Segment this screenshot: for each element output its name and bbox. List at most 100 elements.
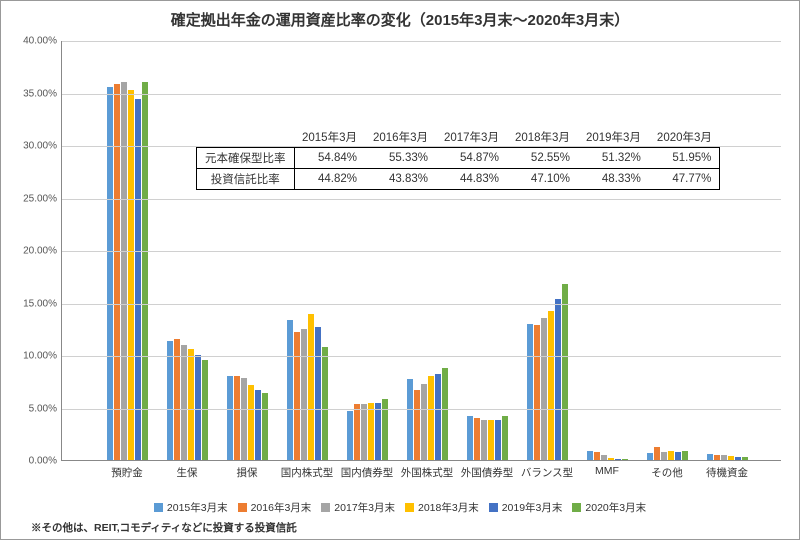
table-header: 2018年3月 xyxy=(507,127,578,148)
gridline xyxy=(62,199,781,200)
table-cell: 47.10% xyxy=(507,169,578,190)
legend-label: 2015年3月末 xyxy=(167,500,228,515)
bar xyxy=(675,452,681,460)
table-cell: 48.33% xyxy=(578,169,649,190)
bar xyxy=(241,378,247,460)
bar xyxy=(442,368,448,460)
legend-swatch xyxy=(572,503,581,512)
bar xyxy=(188,349,194,460)
bar xyxy=(315,327,321,460)
bar xyxy=(615,459,621,460)
bar xyxy=(541,318,547,460)
x-tick-label: その他 xyxy=(651,465,683,480)
bar xyxy=(167,341,173,460)
bar xyxy=(608,458,614,460)
bar xyxy=(234,376,240,460)
bar xyxy=(495,420,501,460)
x-tick-label: 外国債券型 xyxy=(461,465,514,480)
bar xyxy=(421,384,427,460)
x-tick-label: 国内株式型 xyxy=(281,465,334,480)
bar xyxy=(735,457,741,460)
bar xyxy=(354,404,360,460)
bar xyxy=(375,403,381,460)
bar xyxy=(534,325,540,460)
gridline xyxy=(62,251,781,252)
table-header: 2020年3月 xyxy=(649,127,720,148)
gridline xyxy=(62,409,781,410)
bar xyxy=(114,84,120,460)
bar xyxy=(474,418,480,460)
table-row-label: 元本確保型比率 xyxy=(197,148,295,169)
gridline xyxy=(62,356,781,357)
bar xyxy=(721,455,727,460)
table-row: 元本確保型比率54.84%55.33%54.87%52.55%51.32%51.… xyxy=(197,148,720,169)
y-tick-label: 40.00% xyxy=(23,36,57,47)
legend-swatch xyxy=(489,503,498,512)
bar xyxy=(174,339,180,460)
x-tick-label: 外国株式型 xyxy=(401,465,454,480)
table-header: 2019年3月 xyxy=(578,127,649,148)
x-tick-label: 待機資金 xyxy=(706,465,748,480)
legend-swatch xyxy=(321,503,330,512)
bar xyxy=(368,403,374,460)
bar xyxy=(682,451,688,460)
y-tick-label: 10.00% xyxy=(23,351,57,362)
bar xyxy=(347,411,353,460)
bar xyxy=(707,454,713,460)
bar xyxy=(294,332,300,460)
table-cell: 47.77% xyxy=(649,169,720,190)
y-tick-label: 15.00% xyxy=(23,298,57,309)
bar xyxy=(488,420,494,460)
bar xyxy=(647,453,653,460)
bar xyxy=(181,345,187,461)
bar xyxy=(548,311,554,460)
table-header: 2017年3月 xyxy=(436,127,507,148)
legend-swatch xyxy=(154,503,163,512)
bar xyxy=(428,376,434,460)
bar xyxy=(728,456,734,460)
x-tick-label: バランス型 xyxy=(521,465,573,480)
table-cell: 55.33% xyxy=(365,148,436,169)
legend-item: 2018年3月末 xyxy=(405,500,479,515)
bar xyxy=(467,416,473,460)
bar xyxy=(668,451,674,460)
y-tick-label: 5.00% xyxy=(29,403,57,414)
table-cell: 54.87% xyxy=(436,148,507,169)
footnote: ※その他は、REIT,コモディティなどに投資する投資信託 xyxy=(31,520,297,535)
bar xyxy=(322,347,328,460)
bar xyxy=(107,87,113,460)
legend-item: 2020年3月末 xyxy=(572,500,646,515)
table-row: 投資信託比率44.82%43.83%44.83%47.10%48.33%47.7… xyxy=(197,169,720,190)
bar xyxy=(654,447,660,460)
bar xyxy=(527,324,533,461)
y-tick-label: 20.00% xyxy=(23,246,57,257)
y-tick-label: 30.00% xyxy=(23,141,57,152)
bar xyxy=(435,374,441,460)
plot-area xyxy=(61,41,781,461)
bar xyxy=(555,299,561,460)
bar xyxy=(227,376,233,460)
bar xyxy=(255,390,261,460)
legend-item: 2017年3月末 xyxy=(321,500,395,515)
bar xyxy=(135,99,141,460)
bar xyxy=(287,320,293,460)
bar xyxy=(195,355,201,460)
bar xyxy=(587,451,593,460)
table-row-label: 投資信託比率 xyxy=(197,169,295,190)
bar xyxy=(142,82,148,460)
table-cell: 51.32% xyxy=(578,148,649,169)
legend-label: 2019年3月末 xyxy=(502,500,563,515)
legend-item: 2019年3月末 xyxy=(489,500,563,515)
overlay-table: 2015年3月2016年3月2017年3月2018年3月2019年3月2020年… xyxy=(196,127,720,190)
chart-container: 確定拠出年金の運用資産比率の変化（2015年3月末～2020年3月末） 0.00… xyxy=(0,0,800,540)
bar xyxy=(601,455,607,460)
legend-item: 2016年3月末 xyxy=(238,500,312,515)
x-tick-label: 生保 xyxy=(177,465,198,480)
table-cell: 54.84% xyxy=(294,148,365,169)
legend-label: 2017年3月末 xyxy=(334,500,395,515)
bar xyxy=(594,452,600,460)
bar xyxy=(121,82,127,460)
bar xyxy=(248,385,254,460)
x-tick-label: 預貯金 xyxy=(111,465,143,480)
x-tick-label: 国内債券型 xyxy=(341,465,394,480)
